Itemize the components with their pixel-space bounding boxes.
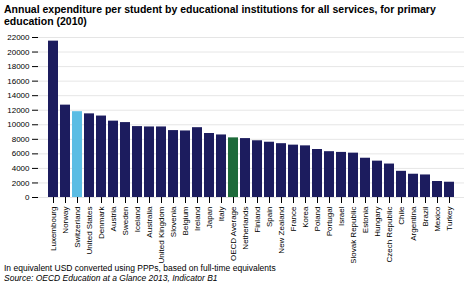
svg-text:Czech Republic: Czech Republic xyxy=(385,207,394,263)
svg-text:Luxembourg: Luxembourg xyxy=(49,207,58,251)
svg-text:Turkey: Turkey xyxy=(445,207,454,231)
svg-text:Portugal: Portugal xyxy=(325,206,334,236)
html-text:Source: OECD Education at a Gl: Source: OECD Education at a Glance 2013,… xyxy=(4,273,218,283)
svg-text:United Kingdom: United Kingdom xyxy=(157,206,166,263)
svg-text:4000: 4000 xyxy=(12,164,30,173)
svg-text:Denmark: Denmark xyxy=(97,206,106,239)
svg-text:Hungary: Hungary xyxy=(373,207,382,237)
html-text:Annual expenditure per student: Annual expenditure per student by educat… xyxy=(4,3,436,27)
svg-text:0: 0 xyxy=(25,193,30,202)
svg-text:Ireland: Ireland xyxy=(193,207,202,231)
svg-text:2000: 2000 xyxy=(12,179,30,188)
svg-text:Estonia: Estonia xyxy=(361,206,370,233)
svg-text:Japan: Japan xyxy=(205,207,214,229)
svg-text:20000: 20000 xyxy=(7,48,30,57)
svg-text:United States: United States xyxy=(85,207,94,255)
svg-text:Switzerland: Switzerland xyxy=(73,207,82,248)
svg-text:Mexico: Mexico xyxy=(433,206,442,232)
svg-text:New Zealand: New Zealand xyxy=(277,207,286,254)
svg-text:Iceland: Iceland xyxy=(133,207,142,233)
svg-text:6000: 6000 xyxy=(12,149,30,158)
svg-text:Slovenia: Slovenia xyxy=(169,206,178,237)
html-text:In equivalent USD converted us: In equivalent USD converted using PPPs, … xyxy=(4,263,276,273)
svg-text:10000: 10000 xyxy=(7,120,30,129)
svg-text:Korea: Korea xyxy=(301,206,310,228)
svg-text:22000: 22000 xyxy=(7,33,30,42)
svg-text:Sweden: Sweden xyxy=(121,207,130,236)
svg-text:Netherlands: Netherlands xyxy=(241,207,250,250)
svg-text:Slovak Republic: Slovak Republic xyxy=(349,207,358,264)
svg-text:Poland: Poland xyxy=(313,207,322,232)
svg-text:Spain: Spain xyxy=(265,207,274,227)
svg-text:Belgium: Belgium xyxy=(181,206,190,235)
svg-text:12000: 12000 xyxy=(7,106,30,115)
svg-text:Italy: Italy xyxy=(217,207,226,222)
svg-text:Israel: Israel xyxy=(337,206,346,226)
svg-text:France: France xyxy=(289,206,298,231)
svg-text:14000: 14000 xyxy=(7,91,30,100)
svg-text:16000: 16000 xyxy=(7,77,30,86)
svg-text:Austria: Austria xyxy=(109,206,118,231)
svg-text:OECD Average: OECD Average xyxy=(229,206,238,261)
svg-text:Argentina: Argentina xyxy=(409,206,418,241)
svg-text:Norway: Norway xyxy=(61,207,70,234)
svg-text:Australia: Australia xyxy=(145,206,154,238)
svg-text:Chile: Chile xyxy=(397,206,406,225)
svg-text:8000: 8000 xyxy=(12,135,30,144)
svg-text:Finland: Finland xyxy=(253,207,262,233)
svg-text:Brazil: Brazil xyxy=(421,206,430,226)
svg-text:18000: 18000 xyxy=(7,62,30,71)
